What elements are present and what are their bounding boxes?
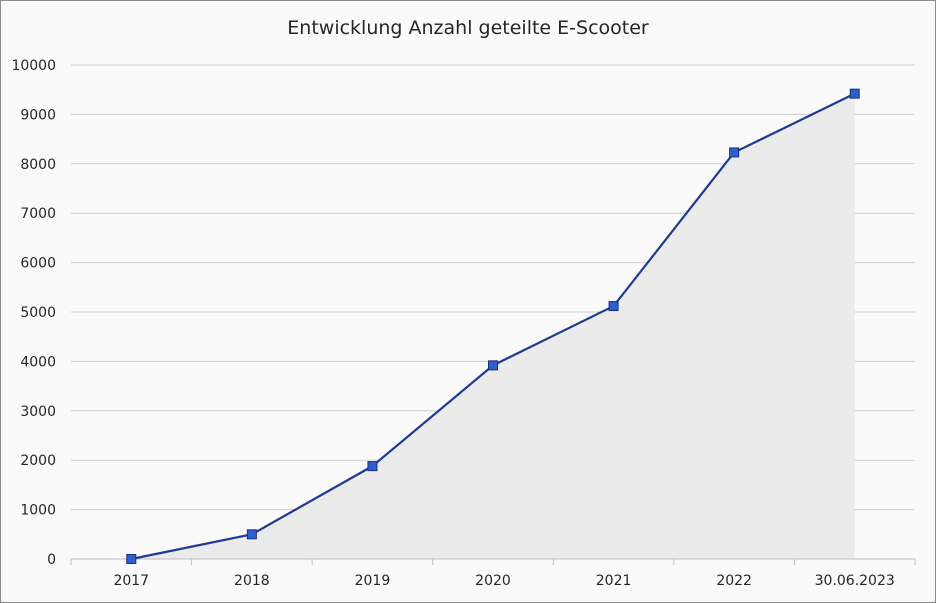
x-tick-label: 2018 bbox=[234, 573, 270, 589]
x-tick-label: 2021 bbox=[596, 573, 632, 589]
x-tick-label: 2017 bbox=[113, 573, 149, 589]
data-point-marker bbox=[367, 461, 378, 472]
y-tick-label: 0 bbox=[47, 552, 56, 568]
x-tick-labels: 2017 2018 2019 2020 2021 2022 30.06.2023 bbox=[113, 573, 894, 589]
x-tick-label: 2019 bbox=[355, 573, 391, 589]
x-tick-label: 2020 bbox=[475, 573, 511, 589]
x-tick-label: 2022 bbox=[716, 573, 752, 589]
y-tick-label: 7000 bbox=[20, 206, 56, 222]
y-tick-label: 6000 bbox=[20, 256, 56, 272]
chart-title: Entwicklung Anzahl geteilte E-Scooter bbox=[287, 17, 649, 39]
y-tick-labels: 0 1000 2000 3000 4000 5000 6000 7000 8000 9000 100… bbox=[11, 58, 56, 568]
y-tick-label: 5000 bbox=[20, 305, 56, 321]
area-fill bbox=[131, 93, 855, 559]
data-point-marker bbox=[126, 554, 137, 564]
data-point-marker bbox=[608, 301, 619, 312]
x-tick-label: 30.06.2023 bbox=[815, 573, 895, 589]
data-point-marker bbox=[849, 88, 860, 99]
data-point-marker bbox=[729, 147, 740, 158]
y-tick-label: 2000 bbox=[20, 453, 56, 469]
y-tick-label: 1000 bbox=[20, 503, 56, 519]
data-markers bbox=[126, 88, 860, 564]
axes bbox=[70, 558, 916, 565]
data-point-marker bbox=[246, 529, 257, 540]
y-tick-label: 4000 bbox=[20, 354, 56, 370]
y-tick-label: 10000 bbox=[11, 58, 56, 74]
area-shape bbox=[131, 93, 855, 559]
y-tick-label: 9000 bbox=[20, 107, 56, 123]
y-tick-label: 8000 bbox=[20, 157, 56, 173]
y-tick-label: 3000 bbox=[20, 404, 56, 420]
data-point-marker bbox=[488, 360, 498, 371]
